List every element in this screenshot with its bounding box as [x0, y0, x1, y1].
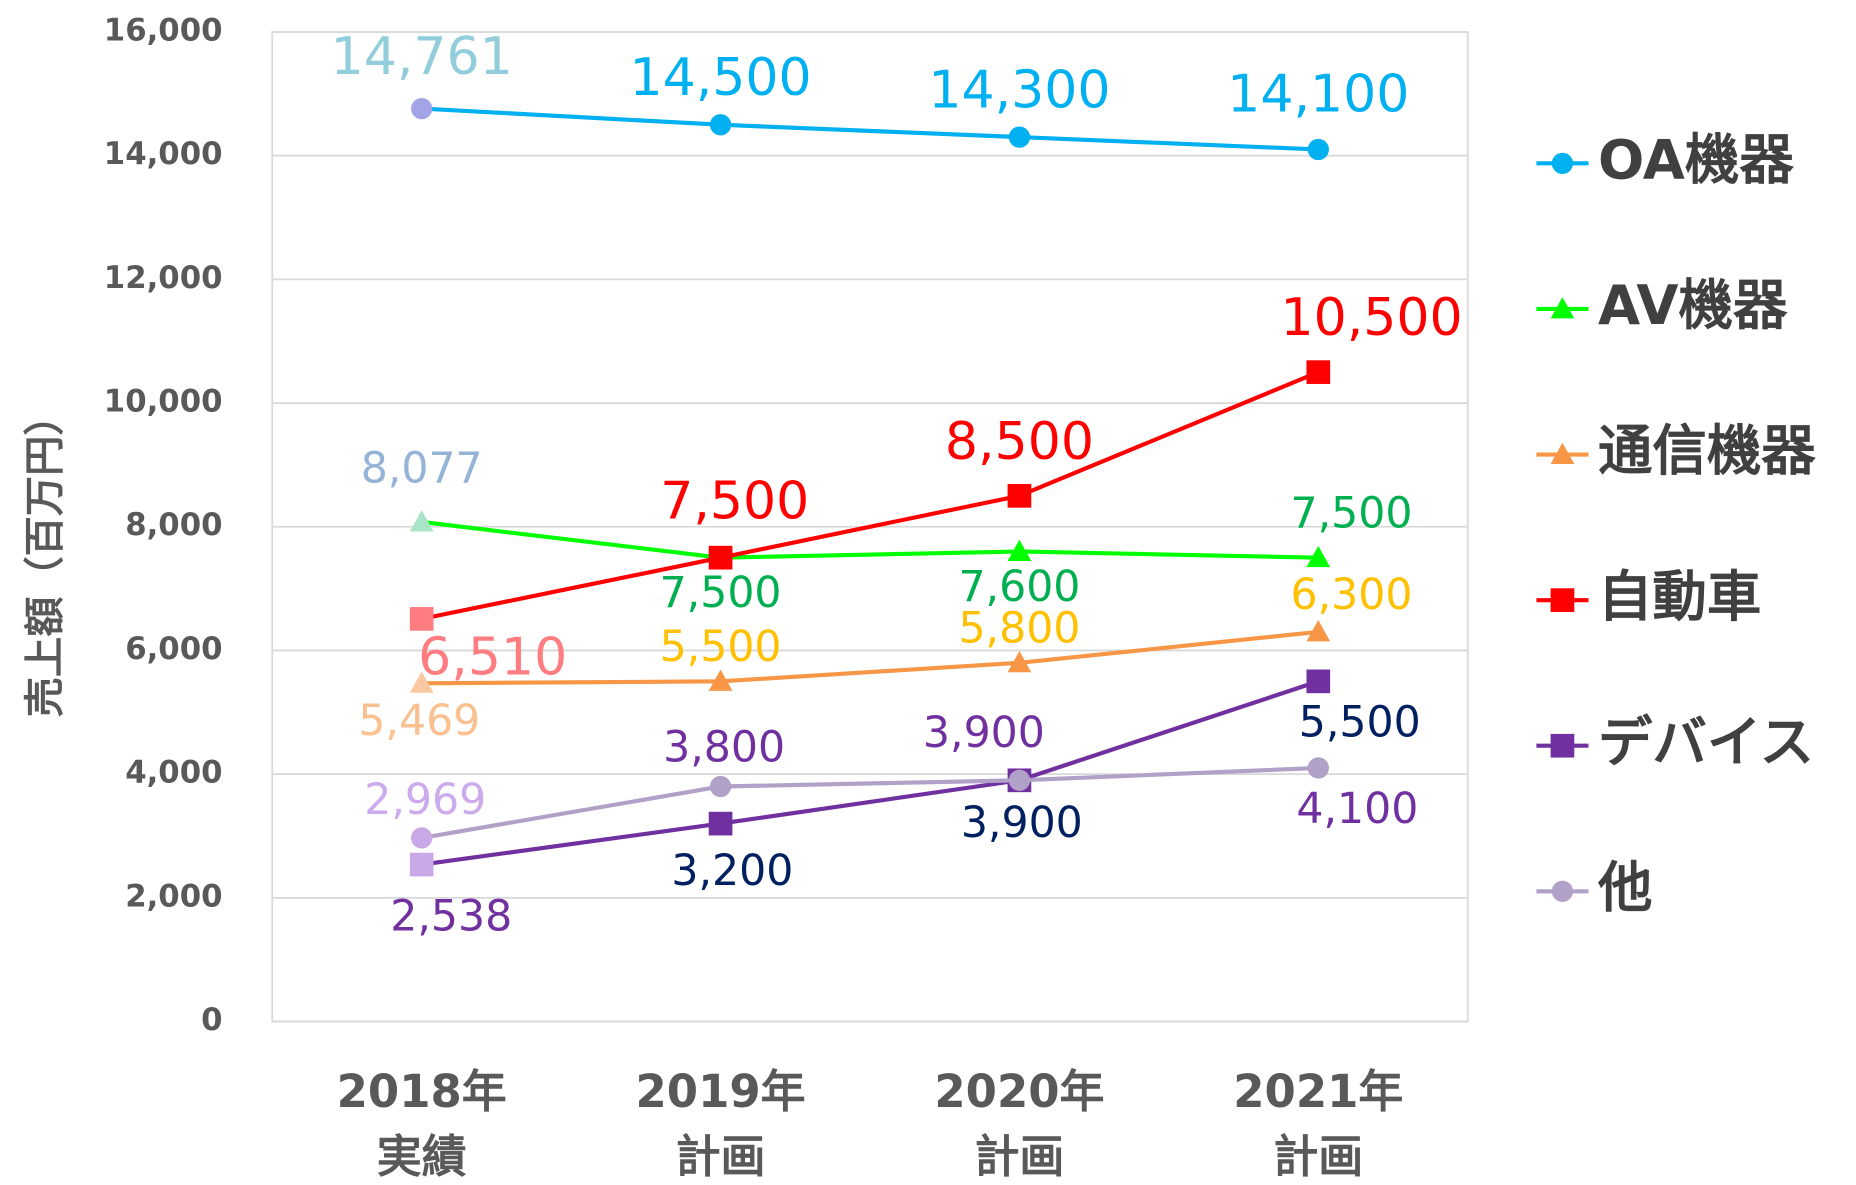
marker — [1551, 880, 1574, 902]
data-label: 3,900 — [923, 708, 1045, 758]
legend-label: OA機器 — [1598, 127, 1794, 191]
legend-label: 他 — [1597, 855, 1652, 919]
series-line — [421, 106, 1319, 152]
x-tick-label: 2020年 — [934, 1065, 1104, 1118]
marker — [1008, 126, 1031, 148]
marker — [709, 775, 732, 798]
marker — [1550, 588, 1575, 612]
series: 5,469 5,500 5,800 6,300 — [358, 570, 1412, 746]
series: 8,077 7,500 7,600 7,500 — [361, 444, 1413, 618]
data-label: 3,900 — [961, 798, 1083, 848]
legend-label: デバイス — [1598, 710, 1814, 774]
marker — [1550, 733, 1575, 758]
series: 6,510 7,500 8,500 10,500 — [409, 288, 1463, 687]
y-axis-label: 売上額（百万円） — [22, 395, 68, 717]
data-label: 7,500 — [660, 568, 782, 618]
data-label: 3,800 — [663, 722, 785, 772]
data-label: 8,500 — [945, 412, 1094, 472]
marker — [708, 545, 733, 570]
legend-label: 通信機器 — [1598, 419, 1816, 483]
marker — [1306, 669, 1331, 694]
y-tick-label: 2,000 — [125, 878, 222, 914]
y-tick-label: 0 — [201, 1002, 222, 1038]
x-tick-label: 計画 — [676, 1130, 766, 1183]
series-line — [421, 370, 1320, 621]
data-label: 14,300 — [928, 60, 1110, 120]
marker — [1306, 360, 1331, 384]
y-tick-label: 10,000 — [104, 384, 223, 420]
y-tick-label: 12,000 — [104, 260, 223, 296]
x-tick-label: 実績 — [377, 1130, 467, 1183]
y-tick-label: 16,000 — [104, 12, 223, 48]
data-label: 7,500 — [1290, 489, 1412, 539]
marker — [411, 97, 433, 120]
data-label: 10,500 — [1280, 288, 1462, 348]
y-tick-label: 6,000 — [125, 631, 222, 667]
data-label: 2,969 — [364, 775, 486, 825]
data-label: 4,100 — [1296, 784, 1418, 834]
marker — [409, 607, 434, 631]
data-label: 5,469 — [358, 696, 480, 746]
data-label: 6,300 — [1290, 570, 1412, 620]
x-tick-label: 2019年 — [635, 1065, 805, 1118]
marker — [709, 114, 732, 136]
data-label: 5,800 — [958, 603, 1080, 653]
marker — [708, 811, 733, 836]
y-tick-label: 14,000 — [104, 136, 223, 172]
marker — [411, 827, 433, 849]
data-label: 6,510 — [418, 627, 567, 687]
series-line — [421, 629, 1319, 686]
data-label: 2,538 — [390, 892, 512, 942]
series: 2,969 3,800 3,900 4,100 — [364, 708, 1418, 849]
legend-label: AV機器 — [1598, 273, 1788, 337]
series-line — [421, 519, 1319, 560]
marker — [1007, 539, 1032, 561]
marker — [1007, 483, 1032, 508]
x-tick-label: 2018年 — [337, 1065, 507, 1118]
data-label: 14,100 — [1227, 64, 1409, 124]
data-label: 8,077 — [361, 444, 483, 494]
marker — [1306, 620, 1331, 642]
x-tick-label: 2021年 — [1233, 1065, 1403, 1118]
data-label: 14,761 — [331, 27, 513, 87]
marker — [1307, 138, 1329, 161]
marker — [1306, 545, 1331, 568]
marker — [1007, 650, 1032, 673]
data-label: 7,600 — [958, 562, 1080, 612]
series-line — [421, 679, 1319, 867]
data-label: 5,500 — [1299, 698, 1421, 748]
marker — [409, 852, 434, 877]
data-label: 7,500 — [660, 471, 809, 531]
marker — [409, 510, 434, 532]
x-tick-label: 計画 — [1273, 1130, 1363, 1183]
marker — [1550, 442, 1575, 465]
marker — [708, 669, 733, 691]
y-tick-label: 8,000 — [125, 507, 222, 543]
legend-label: 自動車 — [1598, 564, 1761, 628]
marker — [1550, 297, 1575, 319]
marker — [409, 671, 434, 693]
marker — [1307, 757, 1329, 779]
data-label: 14,500 — [629, 48, 811, 108]
series: 14,761 14,500 14,300 14,100 — [331, 27, 1409, 161]
data-label: 5,500 — [660, 622, 782, 672]
marker — [1551, 152, 1574, 175]
data-label: 3,200 — [671, 846, 793, 896]
series: 2,538 3,200 3,900 5,500 — [390, 669, 1421, 942]
marker — [1008, 769, 1031, 791]
y-tick-label: 4,000 — [125, 755, 222, 791]
series-line — [421, 765, 1319, 840]
x-tick-label: 計画 — [974, 1130, 1064, 1183]
